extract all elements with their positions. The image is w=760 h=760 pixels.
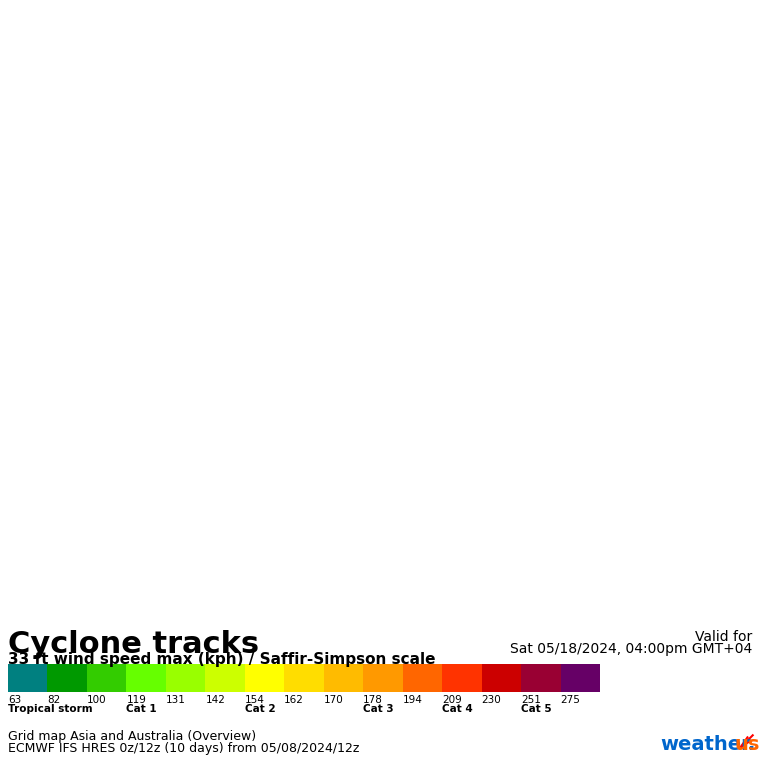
Text: This service is based on data and products of the European Centre for Medium-ran: This service is based on data and produc…: [8, 5, 682, 15]
Text: 119: 119: [126, 695, 146, 705]
Text: 33 ft wind speed max (kph) / Saffir-Simpson scale: 33 ft wind speed max (kph) / Saffir-Simp…: [8, 652, 435, 667]
Text: Cat 2: Cat 2: [245, 704, 275, 714]
Text: Cyclone tracks: Cyclone tracks: [8, 630, 259, 659]
Text: Tropical storm: Tropical storm: [8, 704, 93, 714]
Text: 154: 154: [245, 695, 264, 705]
Text: Grid map Asia and Australia (Overview): Grid map Asia and Australia (Overview): [8, 730, 256, 743]
Text: Valid for: Valid for: [695, 630, 752, 644]
FancyBboxPatch shape: [205, 664, 245, 692]
FancyBboxPatch shape: [166, 664, 205, 692]
Text: Map data © OpenStreetMap contributors, rendering GIScience Research Group @ Heid: Map data © OpenStreetMap contributors, r…: [358, 589, 756, 598]
Text: ECMWF IFS HRES 0z/12z (10 days) from 05/08/2024/12z: ECMWF IFS HRES 0z/12z (10 days) from 05/…: [8, 742, 359, 755]
FancyBboxPatch shape: [126, 664, 166, 692]
Text: Cat 5: Cat 5: [521, 704, 552, 714]
Text: Cat 4: Cat 4: [442, 704, 473, 714]
FancyBboxPatch shape: [47, 664, 87, 692]
FancyBboxPatch shape: [403, 664, 442, 692]
Text: Cat 3: Cat 3: [363, 704, 394, 714]
FancyBboxPatch shape: [442, 664, 482, 692]
FancyBboxPatch shape: [87, 664, 126, 692]
Text: 142: 142: [205, 695, 225, 705]
Text: 209: 209: [442, 695, 462, 705]
Text: 100: 100: [87, 695, 106, 705]
Text: 82: 82: [47, 695, 61, 705]
Text: 251: 251: [521, 695, 541, 705]
Text: Cat 1: Cat 1: [126, 704, 157, 714]
FancyBboxPatch shape: [561, 664, 600, 692]
FancyBboxPatch shape: [363, 664, 403, 692]
FancyBboxPatch shape: [482, 664, 521, 692]
Text: 178: 178: [363, 695, 383, 705]
FancyBboxPatch shape: [245, 664, 284, 692]
Text: 162: 162: [284, 695, 304, 705]
Text: 170: 170: [324, 695, 344, 705]
Text: 194: 194: [403, 695, 423, 705]
Text: 230: 230: [482, 695, 502, 705]
FancyBboxPatch shape: [324, 664, 363, 692]
FancyBboxPatch shape: [284, 664, 324, 692]
Text: 275: 275: [561, 695, 581, 705]
Text: 131: 131: [166, 695, 185, 705]
Text: weather.: weather.: [660, 735, 755, 754]
Text: us: us: [735, 735, 760, 754]
Text: Sat 05/18/2024, 04:00pm GMT+04: Sat 05/18/2024, 04:00pm GMT+04: [510, 642, 752, 656]
Text: 63: 63: [8, 695, 21, 705]
FancyBboxPatch shape: [521, 664, 561, 692]
FancyBboxPatch shape: [8, 664, 47, 692]
